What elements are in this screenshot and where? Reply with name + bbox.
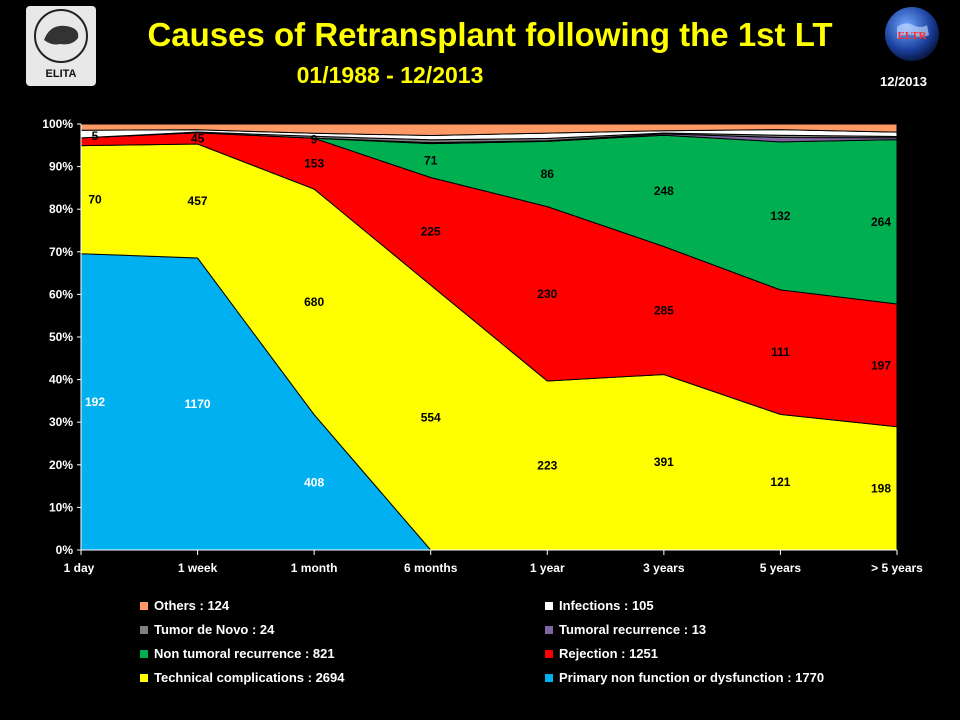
axes: 0% 10% 20% 30% 40% 50% 60% 70% 80% 90% 100% 1 day 1 … — [42, 117, 923, 575]
legend-swatch — [545, 625, 553, 634]
legend-item: Primary non function or dysfunction : 17… — [545, 670, 824, 685]
legend-label: Others : 124 — [154, 598, 230, 613]
legend: Others : 124 Infections : 105 Tumor de Nov… — [140, 598, 900, 698]
data-label: 554 — [421, 411, 441, 425]
area-layers — [80, 123, 898, 551]
x-tick-label: 1 year — [530, 561, 565, 575]
legend-item: Non tumoral recurrence : 821 — [140, 646, 335, 661]
y-tick-label: 70% — [49, 245, 73, 259]
legend-swatch — [140, 673, 148, 682]
y-tick-label: 40% — [49, 373, 73, 387]
data-label: 23 — [191, 111, 205, 125]
chart-panel: 0% 10% 20% 30% 40% 50% 60% 70% 80% 90% 100% 1 day 1 … — [20, 108, 942, 708]
legend-swatch — [140, 649, 148, 658]
data-label: 86 — [541, 167, 555, 181]
data-label: 111 — [771, 345, 790, 359]
chart-title: Causes of Retransplant following the 1st… — [147, 16, 833, 53]
legend-item: Others : 124 — [140, 598, 229, 613]
y-tick-label: 20% — [49, 458, 73, 472]
data-label: 5 — [92, 129, 99, 143]
data-label: 12 — [541, 111, 555, 125]
data-label: 198 — [871, 481, 891, 495]
x-tick-label: 5 years — [760, 561, 802, 575]
data-label: 121 — [770, 475, 790, 489]
data-label: 15 — [657, 111, 671, 125]
y-tick-label: 10% — [49, 500, 73, 514]
date-label: 12/2013 — [880, 74, 927, 89]
data-label: 1170 — [185, 397, 211, 411]
data-label: 408 — [304, 475, 324, 489]
legend-label: Primary non function or dysfunction : 17… — [559, 670, 825, 685]
data-label: 197 — [871, 358, 891, 372]
data-label: 132 — [770, 209, 790, 223]
y-tick-label: 100% — [42, 117, 73, 131]
legend-swatch — [140, 601, 148, 610]
logo-left-text: ELITA — [45, 68, 77, 80]
legend-label: Tumor de Novo : 24 — [154, 622, 275, 637]
x-tick-label: 1 month — [291, 561, 338, 575]
data-label: 248 — [654, 184, 674, 198]
legend-label: Infections : 105 — [559, 598, 654, 613]
data-label: 391 — [654, 455, 674, 469]
area-series-7 — [80, 123, 898, 137]
x-tick-label: > 5 years — [871, 561, 923, 575]
slide-header: ELITA Causes of Retransplant following t… — [0, 0, 960, 105]
elita-logo: ELITA — [26, 6, 96, 86]
x-tick-label: 6 months — [404, 561, 458, 575]
legend-swatch — [545, 673, 553, 682]
legend-item: Rejection : 1251 — [545, 646, 658, 661]
x-tick-label: 1 week — [178, 561, 218, 575]
data-label: 9 — [311, 132, 318, 146]
legend-label: Non tumoral recurrence : 821 — [154, 646, 335, 661]
data-label: 28 — [307, 111, 321, 125]
y-tick-label: 0% — [56, 543, 74, 557]
legend-label: Rejection : 1251 — [559, 646, 658, 661]
data-label: 4 — [92, 111, 99, 125]
eltr-globe-logo: ELTR — [885, 7, 939, 61]
legend-swatch — [140, 625, 148, 634]
data-label: 230 — [537, 287, 557, 301]
legend-swatch — [545, 601, 553, 610]
y-tick-label: 30% — [49, 415, 73, 429]
data-label: 70 — [88, 193, 102, 207]
data-label: 192 — [85, 395, 105, 409]
legend-label: Tumoral recurrence : 13 — [559, 622, 707, 637]
data-label: 153 — [304, 157, 324, 171]
x-tick-label: 1 day — [64, 561, 95, 575]
legend-item: Tumor de Novo : 24 — [140, 622, 274, 637]
liver-emblem-icon — [34, 9, 88, 63]
y-tick-label: 90% — [49, 160, 73, 174]
data-label: 24 — [424, 111, 438, 125]
data-label: 223 — [537, 458, 557, 472]
legend-label: Technical complications : 2694 — [154, 670, 345, 685]
stacked-area-chart: 0% 10% 20% 30% 40% 50% 60% 70% 80% 90% 100% 1 day 1 … — [42, 111, 923, 575]
y-tick-label: 80% — [49, 202, 73, 216]
chart-subtitle: 01/1988 - 12/2013 — [296, 62, 484, 88]
legend-item: Technical complications : 2694 — [140, 670, 345, 685]
x-tick-label: 3 years — [643, 561, 685, 575]
data-label: 225 — [421, 224, 441, 238]
data-label: 680 — [304, 295, 324, 309]
legend-swatch — [545, 649, 553, 658]
y-tick-label: 60% — [49, 287, 73, 301]
data-label: 285 — [654, 304, 674, 318]
data-label: 5 — [777, 111, 784, 125]
legend-item: Tumoral recurrence : 13 — [545, 622, 706, 637]
data-label: 13 — [874, 111, 888, 125]
data-label: 45 — [191, 131, 205, 145]
data-label: 71 — [424, 154, 438, 168]
logo-right-text: ELTR — [898, 30, 928, 42]
data-label: 264 — [871, 215, 891, 229]
data-label: 457 — [188, 194, 208, 208]
legend-item: Infections : 105 — [545, 598, 654, 613]
y-tick-label: 50% — [49, 330, 73, 344]
